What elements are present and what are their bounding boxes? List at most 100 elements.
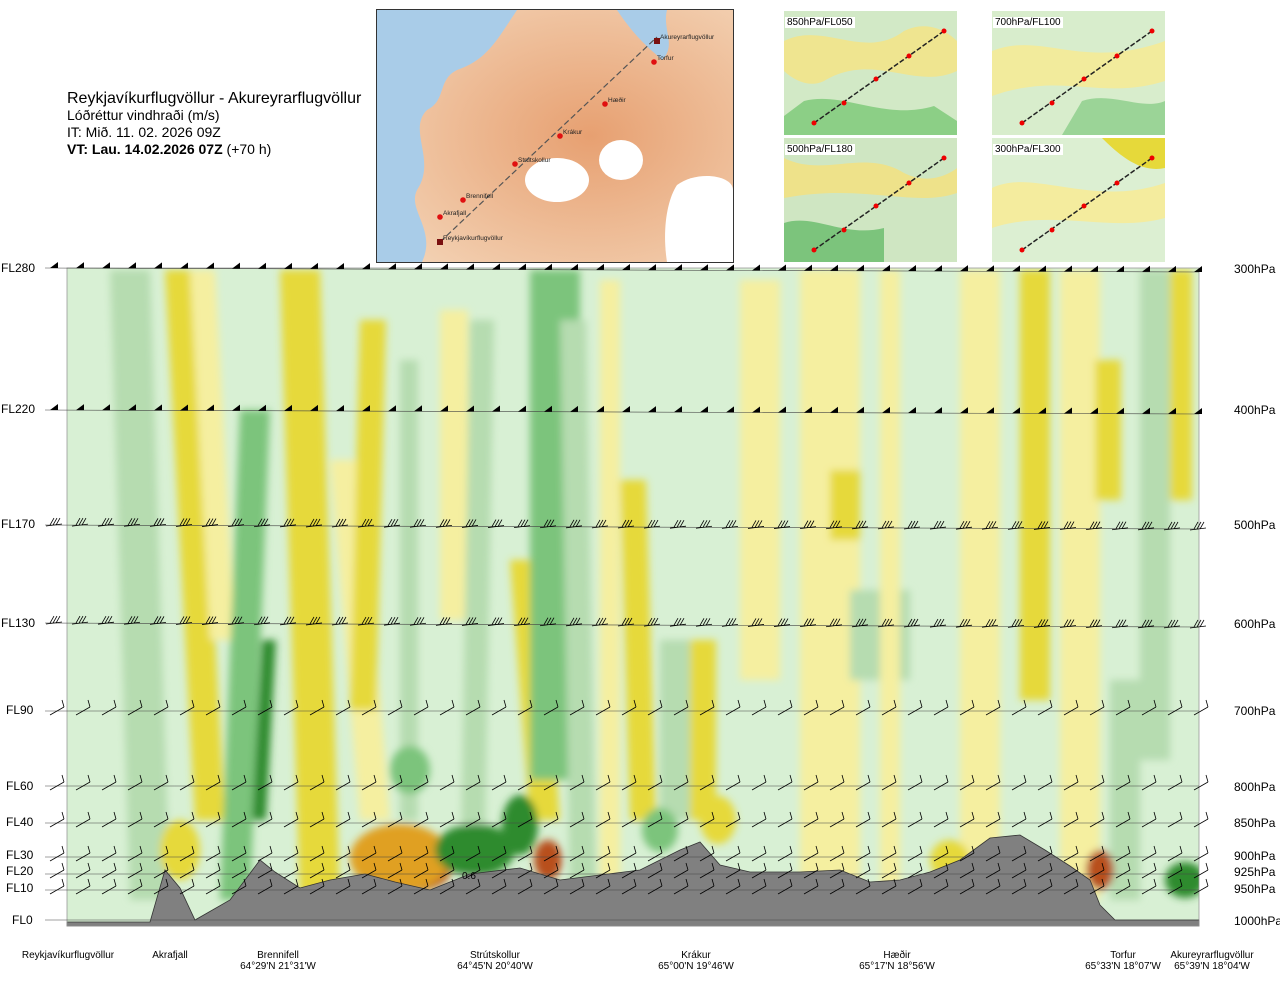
wind-barb	[49, 811, 65, 828]
wind-barb	[855, 845, 871, 862]
minimap-850-svg	[784, 11, 957, 135]
barb-staff	[1111, 625, 1129, 629]
barb-feather	[702, 618, 708, 626]
barb-staff	[279, 524, 297, 528]
barb-staff	[491, 885, 507, 895]
barb-staff	[309, 852, 325, 862]
barb-feather	[581, 774, 585, 783]
barb-feather	[763, 811, 767, 820]
station-name: Strútskollur	[469, 950, 520, 961]
wind-barb	[903, 618, 921, 628]
wind-barb	[595, 845, 611, 862]
wind-barb	[331, 616, 349, 626]
waypoint-label: Akureyrarflugvöllur	[660, 34, 715, 41]
barb-feather	[156, 518, 162, 526]
barb-feather	[347, 774, 351, 783]
barb-feather	[1095, 521, 1101, 529]
barb-feather	[439, 519, 445, 527]
wind-barb	[695, 618, 713, 627]
barb-feather	[789, 699, 793, 708]
minimap-300-svg	[992, 138, 1165, 262]
wind-barb	[388, 405, 396, 412]
barb-staff	[673, 869, 689, 879]
valid-time: VT: Lau. 14.02.2026 07Z (+70 h)	[67, 141, 361, 158]
barb-staff	[803, 706, 819, 716]
wind-barb	[387, 774, 403, 791]
wind-barb	[435, 617, 453, 626]
wind-barb	[543, 811, 559, 828]
wind-barb	[1141, 862, 1157, 879]
barb-feather	[650, 519, 656, 528]
barb-staff	[669, 623, 687, 627]
barb-feather	[699, 618, 705, 626]
barb-staff	[881, 885, 897, 895]
barb-feather	[789, 862, 793, 871]
barb-feather	[653, 519, 659, 528]
barb-feather	[881, 520, 887, 529]
barb-feather	[945, 811, 949, 820]
wind-barb	[643, 519, 661, 529]
wind-barb	[75, 811, 91, 828]
barb-staff	[725, 818, 741, 828]
barb-feather	[731, 618, 737, 626]
wind-barb	[1163, 619, 1181, 629]
barb-feather	[373, 862, 377, 871]
minimap-300-label: 300hPa/FL300	[993, 144, 1063, 155]
wind-barb	[1189, 521, 1207, 531]
wind-barb	[569, 774, 585, 791]
barb-feather	[529, 699, 533, 708]
wind-barb	[1115, 774, 1131, 791]
barb-pennant	[440, 405, 448, 412]
wind-barb	[1063, 878, 1079, 895]
barb-staff	[305, 622, 323, 626]
barb-feather	[477, 699, 481, 708]
barb-staff	[487, 525, 505, 528]
barb-feather	[393, 616, 399, 625]
barb-staff	[695, 525, 713, 529]
barb-feather	[1011, 521, 1017, 529]
barb-feather	[737, 862, 741, 871]
barb-feather	[477, 878, 481, 887]
barb-feather	[1179, 845, 1183, 854]
barb-feather	[971, 811, 975, 820]
flight-level-label: FL90	[6, 703, 34, 717]
wind-barb	[435, 519, 453, 528]
barb-feather	[503, 699, 507, 708]
barb-feather	[269, 811, 273, 820]
barb-feather	[159, 616, 165, 624]
barb-feather	[601, 519, 607, 528]
barb-feather	[659, 878, 663, 887]
barb-feather	[867, 845, 871, 854]
barb-feather	[933, 618, 939, 627]
barb-feather	[595, 519, 601, 528]
wind-barb	[413, 878, 429, 895]
wind-barb	[981, 619, 999, 628]
wind-barb	[517, 699, 533, 716]
barb-staff	[153, 706, 169, 716]
barb-pennant	[414, 405, 422, 412]
wind-barb	[721, 618, 739, 627]
barb-staff	[617, 623, 635, 627]
barb-feather	[945, 774, 949, 783]
wind-barb	[518, 263, 526, 270]
barb-feather	[809, 618, 815, 626]
barb-pennant	[232, 262, 240, 269]
wind-barb	[903, 520, 921, 530]
barb-staff	[907, 852, 923, 862]
wind-barb	[466, 263, 474, 270]
velocity-cell	[534, 840, 562, 880]
barb-staff	[1037, 818, 1053, 828]
barb-feather	[153, 518, 159, 526]
wind-barb	[227, 616, 245, 626]
barb-feather	[295, 774, 299, 783]
barb-feather	[893, 699, 897, 708]
barb-feather	[55, 517, 61, 526]
barb-staff	[855, 852, 871, 862]
barb-staff	[929, 624, 947, 628]
barb-feather	[569, 519, 575, 528]
velocity-band	[1110, 680, 1140, 900]
barb-staff	[101, 781, 117, 791]
barb-feather	[867, 862, 871, 871]
wind-barb	[907, 845, 923, 862]
minimap-500: 500hPa/FL180	[784, 138, 957, 262]
